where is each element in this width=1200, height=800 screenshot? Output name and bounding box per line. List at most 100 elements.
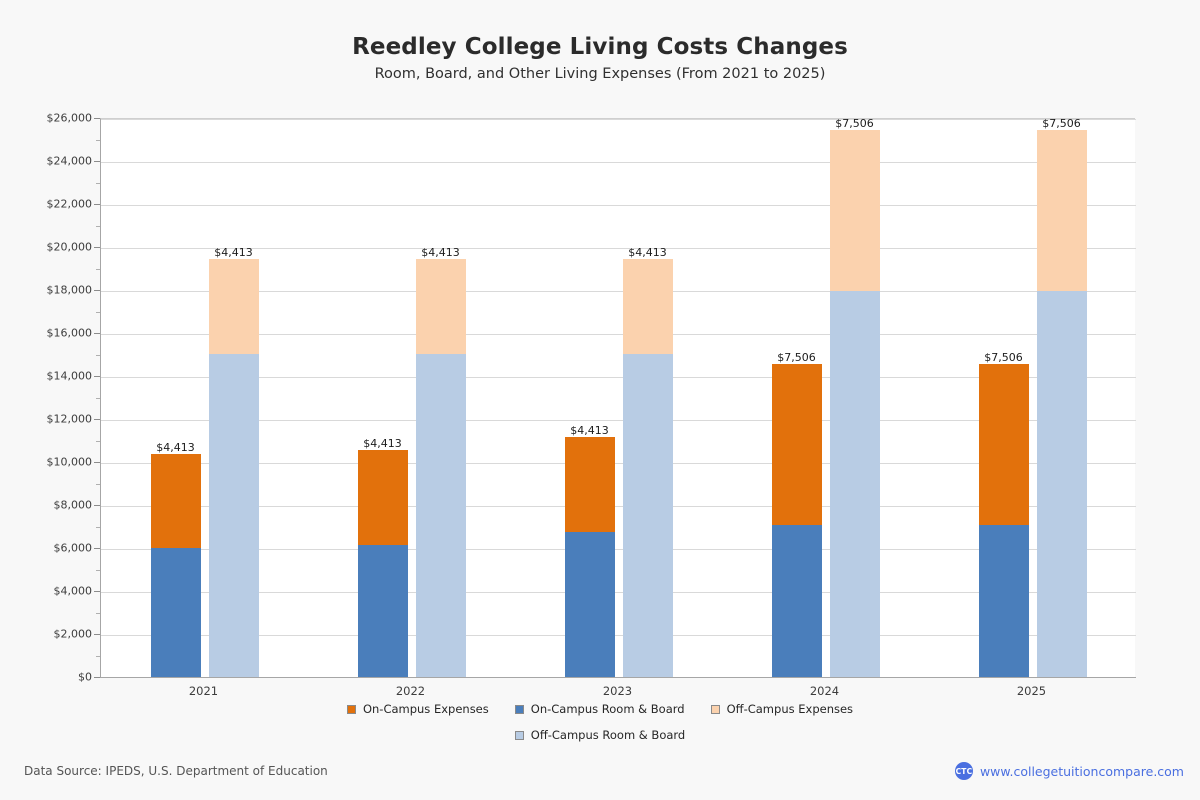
bar-segment[interactable] (771, 363, 822, 526)
legend-swatch-icon (514, 730, 524, 740)
chart-title: Reedley College Living Costs Changes (352, 34, 848, 60)
bar-segment[interactable] (564, 437, 615, 532)
y-axis-minor-tick (96, 268, 100, 270)
legend-swatch-icon (514, 704, 524, 714)
ctc-logo-icon: CTC (954, 762, 973, 780)
bar-value-label: $4,413 (363, 437, 402, 451)
legend-item[interactable]: On-Campus Room & Board (514, 700, 685, 718)
x-axis-label: 2025 (1016, 684, 1047, 698)
y-axis-label: $16,000 (46, 326, 93, 340)
gridline (101, 205, 1136, 206)
legend-item[interactable]: Off-Campus Room & Board (514, 726, 686, 744)
y-axis-tick (94, 505, 100, 506)
bar-value-label: $4,413 (214, 245, 253, 259)
bar-segment[interactable] (978, 525, 1029, 678)
y-axis-tick (94, 634, 100, 635)
legend-item[interactable]: On-Campus Expenses (346, 700, 489, 718)
gridline (101, 291, 1136, 292)
y-axis-label: $2,000 (53, 627, 93, 641)
brand-footer[interactable]: CTC www.collegetuitioncompare.com (954, 762, 1184, 780)
gridline (101, 377, 1136, 378)
legend-item[interactable]: Off-Campus Expenses (710, 700, 854, 718)
bar-value-label: $7,506 (984, 350, 1023, 364)
y-axis-tick (94, 333, 100, 334)
x-axis-label: 2023 (602, 684, 633, 698)
gridline (101, 592, 1136, 593)
y-axis-minor-tick (96, 182, 100, 184)
y-axis-label: $24,000 (46, 154, 93, 168)
legend-label: On-Campus Room & Board (530, 702, 685, 716)
y-axis-tick (94, 290, 100, 291)
bar-segment[interactable] (415, 258, 466, 354)
bar-value-label: $4,413 (156, 440, 195, 454)
bar-segment[interactable] (978, 363, 1029, 526)
y-axis-tick (94, 677, 100, 678)
y-axis-tick (94, 118, 100, 119)
bar-segment[interactable] (829, 130, 880, 292)
y-axis-tick (94, 247, 100, 248)
y-axis-minor-tick (96, 225, 100, 227)
y-axis-label: $10,000 (46, 455, 93, 469)
legend-label: On-Campus Expenses (362, 702, 489, 716)
y-axis-label: $12,000 (46, 412, 93, 426)
y-axis-label: $4,000 (53, 584, 93, 598)
y-axis-label: $8,000 (53, 498, 93, 512)
legend-label: Off-Campus Expenses (726, 702, 854, 716)
y-axis-minor-tick (96, 311, 100, 313)
y-axis-tick (94, 462, 100, 463)
bar-segment[interactable] (357, 545, 408, 678)
y-axis-minor-tick (96, 397, 100, 399)
bar-segment[interactable] (208, 258, 259, 354)
y-axis-minor-tick (96, 655, 100, 657)
bar-segment[interactable] (771, 525, 822, 678)
gridline (101, 248, 1136, 249)
y-axis-tick (94, 591, 100, 592)
y-axis-minor-tick (96, 354, 100, 356)
bar-segment[interactable] (150, 548, 201, 678)
y-axis-label: $22,000 (46, 197, 93, 211)
chart-legend: On-Campus Expenses On-Campus Room & Board… (0, 700, 1200, 744)
gridline (101, 420, 1136, 421)
y-axis-label: $0 (78, 670, 92, 684)
y-axis-minor-tick (96, 569, 100, 571)
bar-segment[interactable] (150, 453, 201, 549)
y-axis-label: $26,000 (46, 111, 93, 125)
brand-url-link[interactable]: www.collegetuitioncompare.com (979, 763, 1184, 779)
bar-segment[interactable] (622, 353, 673, 678)
bar-segment[interactable] (564, 532, 615, 678)
x-axis-label: 2022 (395, 684, 426, 698)
y-axis-minor-tick (96, 440, 100, 442)
bar-segment[interactable] (1036, 130, 1087, 292)
y-axis-tick (94, 548, 100, 549)
gridline (101, 549, 1136, 550)
bar-segment[interactable] (208, 353, 259, 678)
gridline (101, 162, 1136, 163)
y-axis-minor-tick (96, 526, 100, 528)
y-axis-tick (94, 376, 100, 377)
bar-segment[interactable] (829, 291, 880, 678)
bar-segment[interactable] (357, 450, 408, 546)
gridline (101, 119, 1136, 120)
y-axis-minor-tick (96, 483, 100, 485)
bar-value-label: $4,413 (628, 245, 667, 259)
y-axis-minor-tick (96, 612, 100, 614)
y-axis-label: $18,000 (46, 283, 93, 297)
bar-value-label: $7,506 (777, 350, 816, 364)
legend-swatch-icon (346, 704, 356, 714)
data-source-note: Data Source: IPEDS, U.S. Department of E… (24, 764, 328, 778)
legend-label: Off-Campus Room & Board (530, 728, 686, 742)
gridline (101, 463, 1136, 464)
gridline (101, 506, 1136, 507)
y-axis-label: $20,000 (46, 240, 93, 254)
x-axis-label: 2021 (188, 684, 219, 698)
y-axis-label: $6,000 (53, 541, 93, 555)
y-axis-tick (94, 204, 100, 205)
bar-segment[interactable] (415, 353, 466, 678)
bar-segment[interactable] (1036, 291, 1087, 678)
x-axis-label: 2024 (809, 684, 840, 698)
bar-segment[interactable] (622, 258, 673, 354)
gridline (101, 334, 1136, 335)
y-axis-tick (94, 161, 100, 162)
bar-value-label: $4,413 (421, 245, 460, 259)
